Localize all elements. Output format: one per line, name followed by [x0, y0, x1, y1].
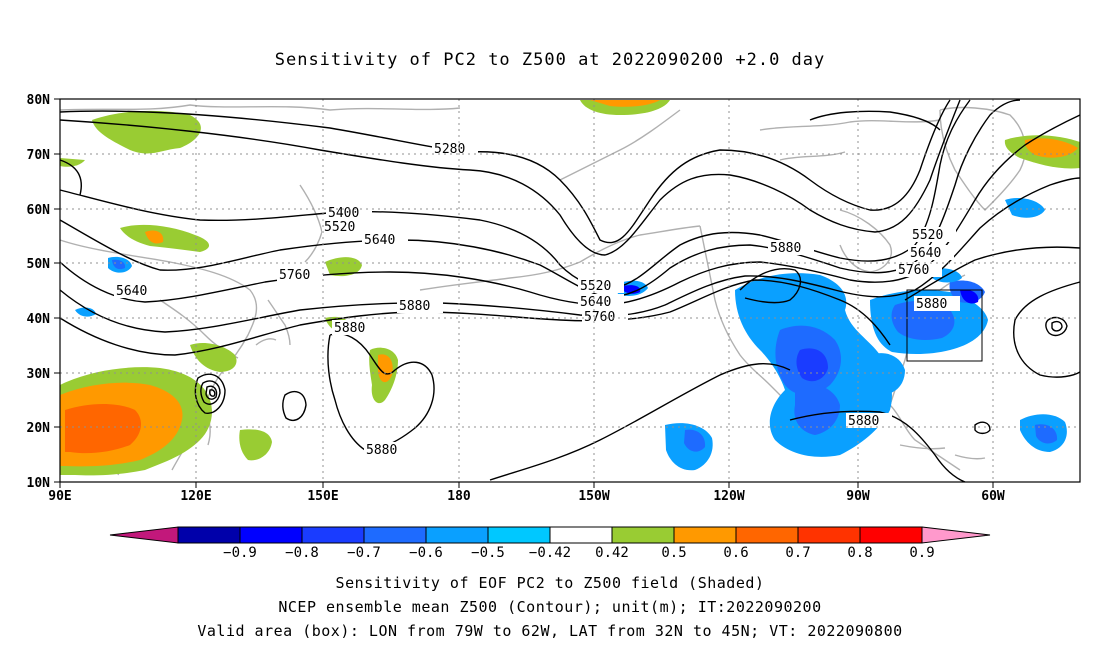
colorbar-tick-label: −0.7: [347, 545, 381, 561]
lon-label: 150W: [578, 489, 609, 504]
lon-label: 60W: [981, 489, 1005, 504]
lon-label: 120E: [180, 489, 211, 504]
lat-label: 60N: [27, 203, 51, 218]
gridlines: [60, 99, 1080, 482]
contour-label-5640: 5640: [362, 232, 408, 248]
contour-label-5760: 5760: [277, 267, 323, 283]
svg-text:5640: 5640: [364, 233, 395, 248]
contour-label-5760: 5760: [582, 309, 628, 325]
colorbar-low-extend: [109, 526, 179, 544]
contour-labels: 5280 5400 5520 5640 5760 5640 5880 5880 …: [114, 141, 960, 458]
colorbar-segment: [797, 526, 861, 544]
lat-label: 40N: [27, 312, 51, 327]
colorbar: −0.9 −0.8 −0.7 −0.6 −0.5 −0.42 0.42 0.5 0.6 0.7 0.…: [109, 526, 991, 561]
caption-line-1: Sensitivity of EOF PC2 to Z500 field (Sh…: [335, 574, 765, 592]
svg-text:5640: 5640: [580, 295, 611, 310]
colorbar-tick-label: −0.42: [529, 545, 571, 561]
colorbar-tick-label: −0.8: [285, 545, 319, 561]
svg-text:5640: 5640: [910, 246, 941, 261]
colorbar-segment: [239, 526, 303, 544]
contour-label-5640: 5640: [908, 245, 954, 261]
colorbar-tick-label: −0.5: [471, 545, 505, 561]
colorbar-segment: [487, 526, 551, 544]
colorbar-segment: [425, 526, 489, 544]
contour-label-5760: 5760: [896, 262, 942, 278]
svg-text:5520: 5520: [912, 228, 943, 243]
svg-text:5880: 5880: [399, 299, 430, 314]
contour-label-5880: 5880: [768, 240, 814, 256]
contour-label-5400: 5400: [326, 205, 372, 221]
contour-label-5880: 5880: [364, 442, 410, 458]
colorbar-segment: [735, 526, 799, 544]
lon-label: 180: [447, 489, 471, 504]
colorbar-tick-label: 0.8: [847, 545, 872, 561]
caption-line-3: Valid area (box): LON from 79W to 62W, L…: [197, 622, 903, 640]
colorbar-tick-label: −0.6: [409, 545, 443, 561]
map-frame: [59, 98, 1081, 483]
svg-text:5760: 5760: [279, 268, 310, 283]
svg-text:5400: 5400: [328, 206, 359, 221]
contour-label-5880: 5880: [332, 320, 378, 336]
contour-label-5520: 5520: [322, 219, 368, 235]
lat-label: 80N: [27, 93, 51, 108]
svg-text:5880: 5880: [334, 321, 365, 336]
svg-text:5520: 5520: [324, 220, 355, 235]
contour-label-5520: 5520: [910, 227, 956, 243]
valid-area-box: [906, 289, 983, 362]
lon-label: 120W: [713, 489, 744, 504]
svg-text:5880: 5880: [848, 414, 879, 429]
caption-line-2: NCEP ensemble mean Z500 (Contour); unit(…: [278, 598, 822, 616]
chart-title: Sensitivity of PC2 to Z500 at 2022090200…: [274, 50, 826, 70]
lat-label: 10N: [27, 476, 51, 491]
colorbar-segment: [549, 526, 613, 544]
lon-label: 150E: [307, 489, 338, 504]
colorbar-segment: [177, 526, 241, 544]
colorbar-tick-label: 0.42: [595, 545, 629, 561]
contour-label-5520: 5520: [578, 278, 624, 294]
colorbar-segment: [301, 526, 365, 544]
svg-text:5760: 5760: [584, 310, 615, 325]
contour-label-5640: 5640: [578, 294, 624, 310]
colorbar-tick-label: −0.9: [223, 545, 257, 561]
colorbar-tick-label: 0.5: [661, 545, 686, 561]
lon-label: 90W: [846, 489, 870, 504]
lon-axis-labels: 90E 120E 150E 180 150W 120W 90W 60W: [48, 489, 1005, 504]
colorbar-tick-label: 0.9: [909, 545, 934, 561]
colorbar-tick-label: 0.7: [785, 545, 810, 561]
colorbar-segment: [673, 526, 737, 544]
contour-label-5880: 5880: [397, 298, 443, 314]
svg-text:5760: 5760: [898, 263, 929, 278]
contour-label-5880: 5880: [846, 413, 892, 429]
svg-text:5880: 5880: [366, 443, 397, 458]
lon-label: 90E: [48, 489, 71, 504]
colorbar-high-extend: [921, 526, 991, 544]
svg-text:5640: 5640: [116, 284, 147, 299]
lat-label: 20N: [27, 421, 51, 436]
contour-label-5640: 5640: [114, 283, 160, 299]
contour-label-5280: 5280: [432, 141, 478, 157]
colorbar-segment: [859, 526, 923, 544]
lat-axis-labels: 80N 70N 60N 50N 40N 30N 20N 10N: [27, 93, 51, 491]
svg-text:5520: 5520: [580, 279, 611, 294]
svg-text:5880: 5880: [770, 241, 801, 256]
lat-label: 30N: [27, 367, 51, 382]
colorbar-segment: [363, 526, 427, 544]
svg-text:5880: 5880: [916, 297, 947, 312]
lat-label: 70N: [27, 148, 51, 163]
svg-text:5280: 5280: [434, 142, 465, 157]
colorbar-tick-label: 0.6: [723, 545, 748, 561]
contour-label-5880: 5880: [914, 296, 960, 312]
lat-label: 50N: [27, 257, 51, 272]
colorbar-segment: [611, 526, 675, 544]
